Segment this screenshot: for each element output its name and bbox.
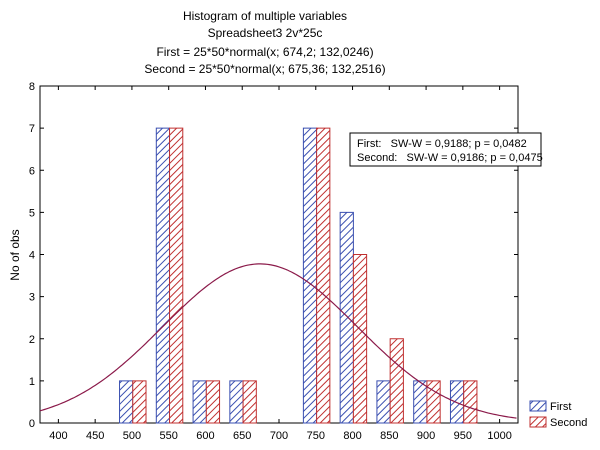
y-tick-label: 5 bbox=[29, 207, 35, 219]
x-tick-label: 750 bbox=[307, 430, 325, 442]
bar-second bbox=[352, 254, 368, 424]
fit-line-first: First = 25*50*normal(x; 674,2; 132,0246) bbox=[156, 45, 373, 59]
bar-second bbox=[426, 380, 441, 424]
y-tick-label: 3 bbox=[29, 292, 35, 304]
legend: First Second bbox=[529, 400, 587, 429]
x-tick-label: 950 bbox=[454, 430, 472, 442]
legend-swatch-first bbox=[529, 400, 547, 412]
stats-first: First: SW-W = 0,9188; p = 0,0482 bbox=[357, 138, 527, 150]
bar-second bbox=[463, 380, 478, 424]
y-axis-label: No of obs bbox=[8, 229, 22, 280]
y-tick-label: 1 bbox=[29, 376, 35, 388]
x-axis-ticks: 400 450 500 550 600 650 700 750 800 850 900 950 1000 bbox=[49, 86, 512, 442]
bar-first bbox=[192, 380, 207, 424]
normal-fit-curve bbox=[39, 263, 517, 419]
bar-first bbox=[413, 380, 428, 424]
y-tick-label: 2 bbox=[29, 334, 35, 346]
fit-line-second: Second = 25*50*normal(x; 675,36; 132,251… bbox=[144, 62, 385, 76]
y-tick-label: 4 bbox=[29, 250, 35, 262]
bar-second bbox=[316, 127, 331, 424]
x-tick-label: 500 bbox=[123, 430, 141, 442]
bar-first bbox=[229, 380, 244, 424]
x-tick-label: 400 bbox=[49, 430, 67, 442]
stats-box bbox=[349, 132, 542, 167]
chart-title: Histogram of multiple variables bbox=[183, 9, 347, 23]
x-tick-label: 650 bbox=[233, 430, 251, 442]
bar-first bbox=[302, 127, 318, 424]
legend-swatch-second bbox=[529, 416, 547, 428]
bar-second bbox=[389, 338, 404, 424]
legend-label-first: First bbox=[550, 401, 571, 413]
legend-label-second: Second bbox=[550, 417, 587, 429]
x-tick-label: 700 bbox=[270, 430, 288, 442]
bar-second bbox=[169, 127, 184, 424]
bar-second bbox=[205, 380, 221, 424]
y-tick-label: 8 bbox=[29, 81, 35, 93]
bar-first bbox=[339, 211, 354, 424]
chart-subtitle: Spreadsheet3 2v*25c bbox=[208, 26, 323, 40]
bar-second bbox=[242, 380, 257, 424]
x-tick-label: 450 bbox=[86, 430, 104, 442]
bar-second bbox=[132, 380, 147, 424]
bar-first bbox=[376, 380, 391, 424]
x-tick-label: 800 bbox=[343, 430, 361, 442]
x-tick-label: 900 bbox=[417, 430, 435, 442]
y-axis-ticks: 0 1 2 3 4 5 6 7 8 bbox=[29, 81, 518, 430]
bar-first bbox=[155, 127, 171, 424]
stats-second: Second: SW-W = 0,9186; p = 0,0475 bbox=[357, 152, 543, 164]
bars-group bbox=[119, 127, 478, 424]
bar-first bbox=[449, 380, 465, 424]
x-tick-label: 550 bbox=[160, 430, 178, 442]
y-tick-label: 0 bbox=[29, 418, 35, 430]
x-tick-label: 850 bbox=[380, 430, 398, 442]
y-tick-label: 6 bbox=[29, 165, 35, 177]
bar-first bbox=[119, 380, 134, 424]
y-tick-label: 7 bbox=[29, 123, 35, 135]
x-tick-label: 600 bbox=[196, 430, 214, 442]
x-tick-label: 1000 bbox=[487, 430, 511, 442]
